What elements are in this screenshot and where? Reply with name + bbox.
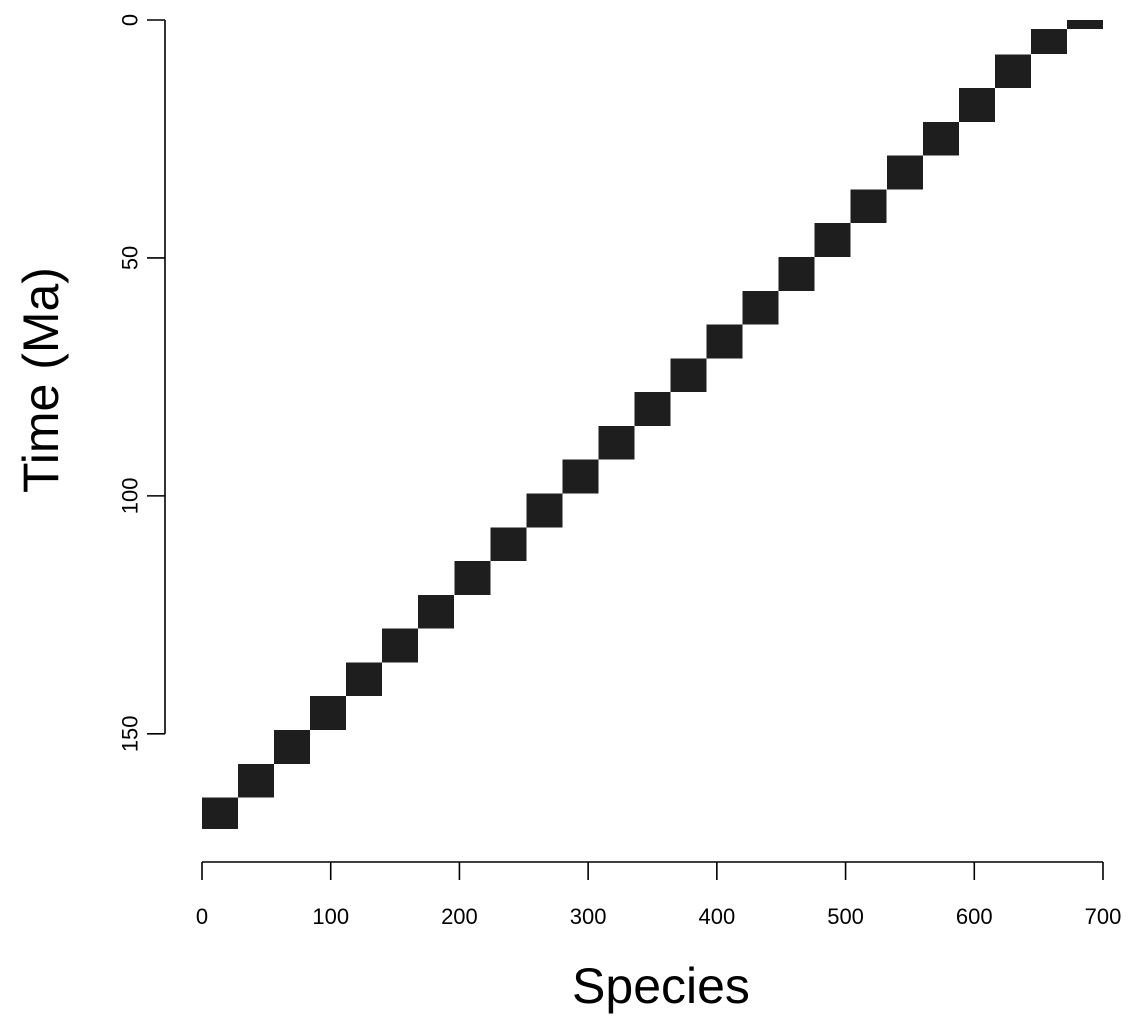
heatmap-cell-2 (238, 763, 274, 798)
heatmap-cell-19 (850, 189, 887, 224)
x-tick-label: 0 (196, 904, 208, 929)
heatmap-cell-8 (454, 561, 491, 595)
x-tick-label: 200 (441, 904, 478, 929)
y-tick-label: 150 (118, 715, 143, 752)
heatmap-cell-1 (202, 797, 238, 829)
heatmap-cell-9 (490, 527, 527, 562)
heatmap-cell-15 (706, 324, 743, 359)
heatmap-cell-7 (418, 594, 455, 629)
heatmap-cell-13 (634, 392, 671, 426)
y-tick-label: 100 (118, 478, 143, 515)
y-axis-title: Time (Ma) (13, 267, 69, 493)
heatmap-cell-16 (742, 290, 779, 325)
heatmap-cell-11 (562, 459, 599, 494)
x-axis-ticks: 0 100 200 300 400 500 600 700 (196, 862, 1121, 929)
heatmap-cell-17 (778, 257, 815, 291)
x-tick-label: 100 (312, 904, 349, 929)
x-axis-title: Species (572, 958, 750, 1014)
heatmap-cell-25 (1067, 20, 1103, 29)
x-tick-label: 700 (1085, 904, 1122, 929)
x-tick-label: 600 (956, 904, 993, 929)
x-tick-label: 300 (570, 904, 607, 929)
heatmap-cell-10 (526, 493, 563, 528)
y-axis-ticks: 0 50 100 150 (118, 14, 165, 752)
heatmap-cell-24 (1030, 29, 1067, 55)
heatmap-cell-4 (310, 696, 347, 730)
heatmap-cell-20 (886, 155, 923, 190)
heatmap-cell-21 (922, 121, 959, 156)
plot-cells (202, 20, 1103, 829)
heatmap-cell-18 (814, 223, 851, 257)
heatmap-cell-22 (958, 88, 995, 122)
heatmap-cell-6 (382, 628, 419, 663)
y-tick-label: 50 (118, 246, 143, 270)
heatmap-cell-14 (670, 358, 707, 393)
heatmap-cell-23 (994, 54, 1031, 89)
heatmap-cell-3 (274, 730, 311, 764)
heatmap-cell-12 (598, 425, 635, 460)
y-tick-label: 0 (118, 14, 143, 26)
x-tick-label: 500 (827, 904, 864, 929)
x-tick-label: 400 (698, 904, 735, 929)
heatmap-cell-5 (346, 662, 383, 697)
